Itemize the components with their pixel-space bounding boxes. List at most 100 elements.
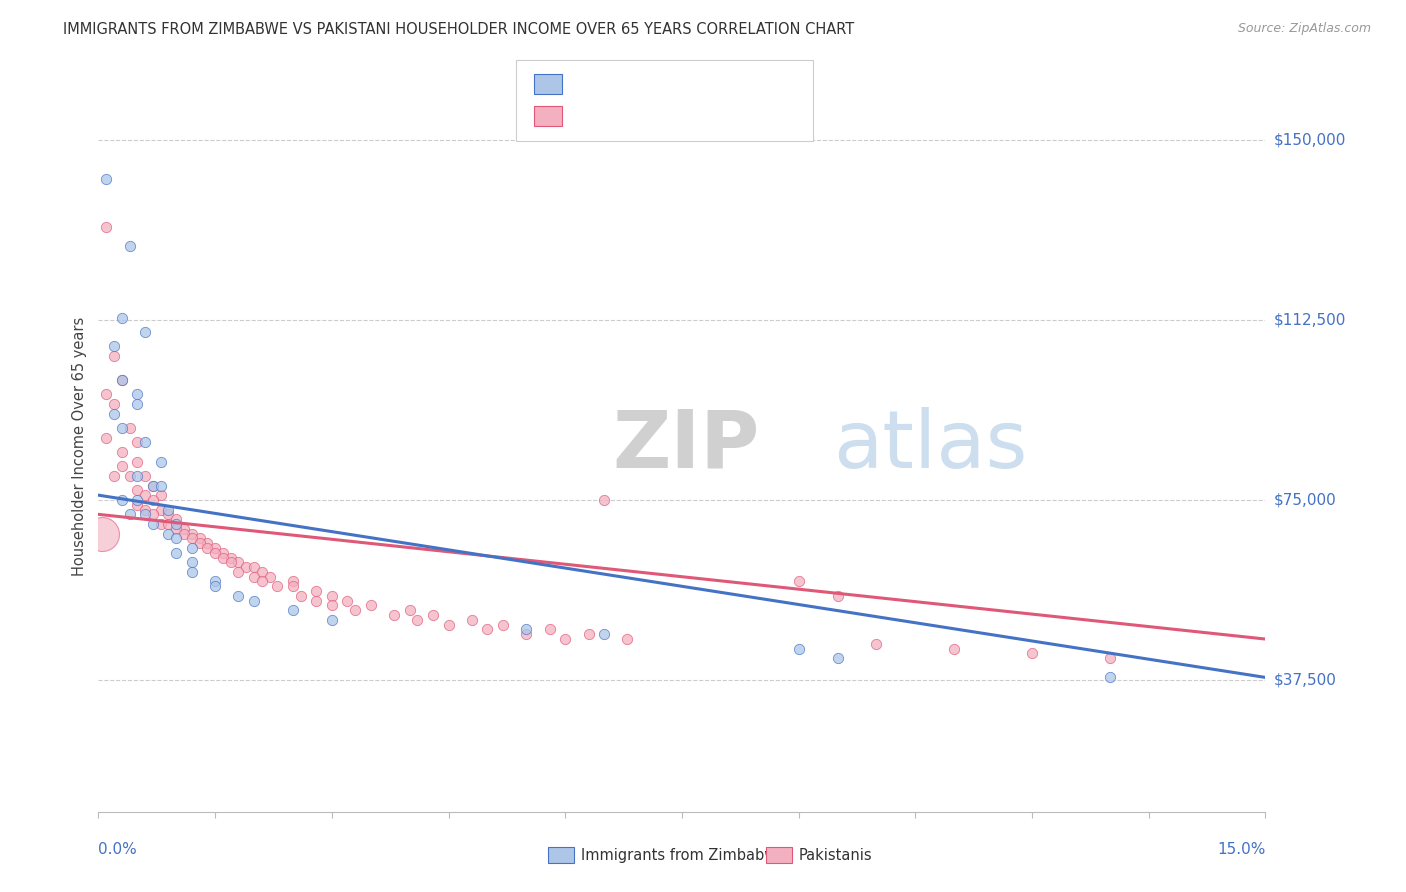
Point — [406, 613, 429, 627]
Point — [165, 532, 187, 546]
Point — [1098, 651, 1121, 665]
Point — [204, 579, 226, 593]
Point — [173, 522, 195, 536]
Text: IMMIGRANTS FROM ZIMBABWE VS PAKISTANI HOUSEHOLDER INCOME OVER 65 YEARS CORRELATI: IMMIGRANTS FROM ZIMBABWE VS PAKISTANI HO… — [63, 22, 855, 37]
Point — [134, 435, 156, 450]
Point — [515, 627, 537, 641]
Point — [188, 532, 211, 546]
Point — [91, 526, 114, 541]
Point — [382, 608, 405, 623]
Point — [228, 565, 250, 579]
Point — [134, 469, 156, 483]
Point — [149, 502, 172, 516]
Text: N =: N = — [661, 108, 695, 122]
Point — [165, 516, 187, 531]
Point — [827, 651, 849, 665]
Point — [118, 469, 141, 483]
Point — [212, 550, 235, 565]
Point — [142, 492, 165, 507]
Point — [243, 560, 266, 574]
Point — [180, 555, 202, 569]
Point — [228, 555, 250, 569]
Point — [305, 584, 328, 599]
Point — [142, 508, 165, 522]
Point — [127, 492, 149, 507]
Point — [827, 589, 849, 603]
Point — [204, 541, 226, 555]
Point — [134, 325, 156, 339]
Point — [142, 478, 165, 492]
Point — [250, 565, 273, 579]
Point — [281, 579, 304, 593]
Point — [96, 171, 118, 186]
Point — [111, 445, 134, 459]
Text: ZIP: ZIP — [612, 407, 759, 485]
Point — [188, 536, 211, 550]
Point — [538, 623, 561, 637]
Point — [865, 637, 887, 651]
Point — [321, 613, 343, 627]
Point — [103, 339, 125, 353]
Y-axis label: Householder Income Over 65 years: Householder Income Over 65 years — [72, 317, 87, 575]
Point — [281, 603, 304, 617]
Point — [157, 508, 180, 522]
Text: 15.0%: 15.0% — [1218, 842, 1265, 857]
Text: Immigrants from Zimbabwe: Immigrants from Zimbabwe — [581, 848, 785, 863]
Text: $150,000: $150,000 — [1274, 133, 1346, 148]
Point — [165, 546, 187, 560]
Point — [165, 522, 187, 536]
Point — [787, 641, 810, 656]
Text: Source: ZipAtlas.com: Source: ZipAtlas.com — [1237, 22, 1371, 36]
Point — [173, 526, 195, 541]
Point — [111, 421, 134, 435]
Point — [344, 603, 367, 617]
Point — [398, 603, 420, 617]
Point — [180, 541, 202, 555]
Point — [127, 469, 149, 483]
Point — [219, 550, 242, 565]
Point — [127, 483, 149, 498]
Point — [118, 421, 141, 435]
Point — [149, 478, 172, 492]
Point — [96, 387, 118, 401]
Point — [204, 546, 226, 560]
Point — [103, 349, 125, 363]
Point — [111, 492, 134, 507]
Point — [180, 532, 202, 546]
Point — [127, 435, 149, 450]
Point — [118, 508, 141, 522]
Point — [593, 492, 616, 507]
Point — [149, 454, 172, 468]
Point — [165, 512, 187, 526]
Point — [180, 526, 202, 541]
Point — [290, 589, 312, 603]
Text: 0.0%: 0.0% — [98, 842, 138, 857]
Point — [149, 516, 172, 531]
Text: $37,500: $37,500 — [1274, 673, 1337, 688]
Text: R =: R = — [571, 76, 605, 90]
Point — [204, 574, 226, 589]
Text: -0.233: -0.233 — [596, 108, 651, 122]
Point — [593, 627, 616, 641]
Text: $75,000: $75,000 — [1274, 492, 1337, 508]
Point — [96, 431, 118, 445]
Point — [616, 632, 638, 646]
Text: Pakistanis: Pakistanis — [799, 848, 872, 863]
Point — [787, 574, 810, 589]
Text: 81: 81 — [686, 108, 707, 122]
Text: atlas: atlas — [834, 407, 1028, 485]
Point — [111, 459, 134, 474]
Point — [281, 574, 304, 589]
Point — [157, 502, 180, 516]
Text: R =: R = — [571, 108, 605, 122]
Point — [259, 570, 281, 584]
Point — [336, 593, 359, 607]
Point — [243, 593, 266, 607]
Point — [219, 555, 242, 569]
Point — [127, 454, 149, 468]
Point — [461, 613, 484, 627]
Point — [142, 478, 165, 492]
Point — [195, 536, 218, 550]
Point — [127, 397, 149, 411]
Point — [142, 516, 165, 531]
